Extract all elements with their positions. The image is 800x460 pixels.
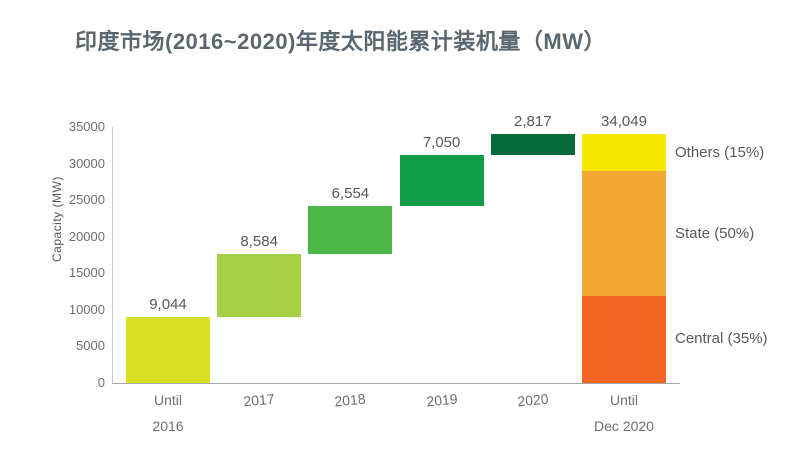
segment-central bbox=[582, 295, 666, 383]
bar-2018 bbox=[308, 206, 393, 255]
bar-2017 bbox=[217, 254, 302, 317]
y-tick-label: 10000 bbox=[68, 301, 105, 317]
segment-label-state: State (50%) bbox=[675, 224, 755, 242]
y-axis-line bbox=[112, 127, 113, 383]
bar-2020 bbox=[490, 133, 575, 155]
segment-others bbox=[582, 133, 666, 172]
x-tick-label: Until bbox=[153, 392, 182, 408]
x-tick-label: Dec 2020 bbox=[594, 418, 654, 434]
bar-until-dec-2020 bbox=[582, 133, 666, 383]
y-tick-label: 20000 bbox=[68, 228, 105, 244]
y-tick-label: 35000 bbox=[68, 119, 105, 134]
bar-value-label: 9,044 bbox=[149, 295, 187, 313]
bar-value-label: 6,554 bbox=[331, 185, 370, 203]
x-axis-baseline bbox=[112, 383, 680, 384]
y-tick-label: 30000 bbox=[68, 155, 105, 171]
y-tick-label: 0 bbox=[97, 375, 105, 390]
segment-label-others: Others (15%) bbox=[675, 143, 765, 161]
bar-until-2016 bbox=[126, 316, 210, 383]
y-tick-label: 25000 bbox=[68, 192, 105, 208]
bar-value-label: 34,049 bbox=[601, 112, 647, 130]
x-tick-label: 2016 bbox=[152, 418, 184, 434]
segment-state bbox=[582, 171, 666, 296]
bar-value-label: 2,817 bbox=[514, 112, 552, 130]
bar-value-label: 7,050 bbox=[422, 133, 461, 151]
segment-label-central: Central (35%) bbox=[675, 330, 768, 348]
y-tick-label: 5000 bbox=[76, 338, 105, 354]
y-axis-title: Capacity (MW) bbox=[49, 176, 64, 262]
bar-value-label: 8,584 bbox=[240, 233, 278, 251]
x-tick-label: Until bbox=[609, 392, 638, 408]
chart-title: 印度市场(2016~2020)年度太阳能累计装机量（MW） bbox=[75, 29, 606, 54]
bar-2019 bbox=[399, 154, 484, 207]
y-tick-label: 15000 bbox=[68, 265, 105, 281]
